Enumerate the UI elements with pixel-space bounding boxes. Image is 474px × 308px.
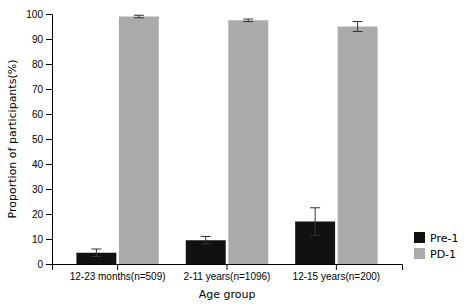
- error-bar-cap: [310, 235, 320, 236]
- y-tick: 30: [32, 184, 52, 195]
- x-tick: 12-23 months(n=509): [70, 264, 166, 282]
- x-tick-mark: [336, 264, 337, 270]
- legend: Pre-1 PD-1: [414, 232, 458, 261]
- series: [119, 15, 378, 264]
- bar: [186, 240, 226, 264]
- series: [76, 208, 335, 264]
- error-bar: [201, 237, 211, 245]
- marks: [76, 15, 377, 264]
- y-tick-mark: [46, 214, 52, 215]
- error-bar: [310, 208, 320, 236]
- bar: [119, 17, 159, 265]
- y-tick-label: 90: [32, 34, 44, 45]
- y-tick: 100: [26, 9, 52, 20]
- y-tick: 60: [32, 109, 52, 120]
- error-bar-cap: [353, 21, 363, 22]
- legend-item: Pre-1: [414, 232, 458, 245]
- error-bar-cap: [243, 19, 253, 20]
- y-tick-label: 10: [32, 234, 44, 245]
- y-tick-label: 20: [32, 209, 44, 220]
- y-tick: 90: [32, 34, 52, 45]
- y-tick-mark: [46, 239, 52, 240]
- error-bar-cap: [134, 17, 144, 18]
- error-bar-cap: [91, 249, 101, 250]
- y-tick-label: 100: [26, 9, 43, 20]
- x-tick-label: 12-23 months(n=509): [70, 271, 166, 282]
- x-tick-mark: [117, 264, 118, 270]
- y-tick-mark: [46, 164, 52, 165]
- y-tick-label: 80: [32, 59, 44, 70]
- error-bar-line: [357, 22, 358, 32]
- y-tick-label: 70: [32, 84, 44, 95]
- legend-swatch: [414, 248, 425, 259]
- y-tick-mark: [46, 114, 52, 115]
- x-tick-mark: [227, 264, 228, 270]
- y-tick-mark: [46, 89, 52, 90]
- bar: [228, 20, 268, 264]
- error-bar-cap: [201, 244, 211, 245]
- y-axis-title: Proportion of participants(%): [6, 60, 19, 219]
- y-tick: 0: [37, 259, 52, 270]
- error-bar: [353, 22, 363, 32]
- y-tick-mark: [46, 14, 52, 15]
- legend-item: PD-1: [414, 248, 456, 261]
- y-tick: 50: [32, 134, 52, 145]
- legend-label: PD-1: [430, 248, 456, 261]
- y-tick-mark: [46, 64, 52, 65]
- legend-label: Pre-1: [430, 232, 458, 245]
- error-bar-cap: [310, 207, 320, 208]
- y-tick-mark: [46, 264, 52, 265]
- y-tick-mark: [46, 139, 52, 140]
- error-bar: [91, 249, 101, 257]
- y-tick: 40: [32, 159, 52, 170]
- plot: 0 10 20 30 40 50 60 70 80 90 100 12-23 months(n=509…: [6, 9, 458, 301]
- legend-swatch: [414, 232, 425, 243]
- y-tick-label: 40: [32, 159, 44, 170]
- y-tick-mark: [46, 39, 52, 40]
- error-bar-cap: [134, 15, 144, 16]
- error-bar: [243, 19, 253, 22]
- y-axis-line: [46, 15, 53, 265]
- error-bar-line: [205, 237, 206, 245]
- y-axis: 0 10 20 30 40 50 60 70 80 90 100: [26, 9, 52, 270]
- bar: [338, 27, 378, 265]
- chart: 0 10 20 30 40 50 60 70 80 90 100 12-23 months(n=509…: [0, 0, 474, 308]
- error-bar-cap: [201, 236, 211, 237]
- y-tick-label: 0: [37, 259, 43, 270]
- y-tick-label: 60: [32, 109, 44, 120]
- y-tick: 80: [32, 59, 52, 70]
- y-tick: 20: [32, 209, 52, 220]
- error-bar-cap: [91, 256, 101, 257]
- error-bar-cap: [353, 31, 363, 32]
- x-tick-label: 12-15 years(n=200): [293, 271, 381, 282]
- y-tick-label: 50: [32, 134, 44, 145]
- y-tick: 70: [32, 84, 52, 95]
- error-bar-line: [96, 249, 97, 257]
- y-tick-mark: [46, 189, 52, 190]
- x-tick-label: 2-11 years(n=1096): [184, 271, 271, 282]
- x-tick: 2-11 years(n=1096): [184, 264, 271, 282]
- y-tick: 10: [32, 234, 52, 245]
- x-axis: 12-23 months(n=509) 2-11 years(n=1096) 12-…: [53, 264, 403, 282]
- y-tick-label: 30: [32, 184, 44, 195]
- error-bar: [134, 15, 144, 18]
- x-axis-title: Age group: [199, 288, 256, 301]
- error-bar-cap: [243, 21, 253, 22]
- error-bar-line: [315, 208, 316, 236]
- x-axis-line: [53, 265, 403, 271]
- x-tick: 12-15 years(n=200): [293, 264, 381, 282]
